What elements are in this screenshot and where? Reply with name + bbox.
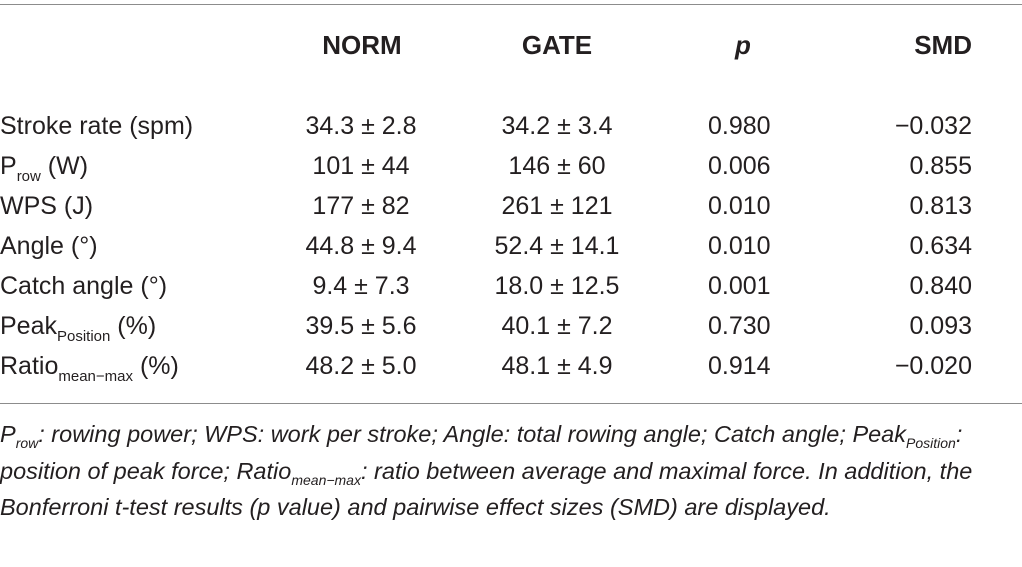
- cell-p: 0.006: [708, 152, 771, 180]
- table-bottom-rule: [0, 403, 1022, 404]
- row-label: Catch angle (°): [0, 272, 168, 300]
- cell-smd: 0.093: [909, 312, 972, 340]
- table-row: Angle (°) 44.8 ± 9.4 52.4 ± 14.1 0.010 0…: [0, 226, 1022, 266]
- cell-norm: 177 ± 82: [312, 192, 410, 220]
- row-label: WPS (J): [0, 192, 94, 220]
- cell-smd: 0.855: [909, 152, 972, 180]
- cell-norm: 101 ± 44: [312, 152, 410, 180]
- column-header-gate: GATE: [521, 30, 593, 60]
- cell-norm: 39.5 ± 5.6: [305, 312, 417, 340]
- cell-smd: −0.020: [894, 352, 972, 380]
- cell-p: 0.914: [708, 352, 771, 380]
- cell-p: 0.010: [708, 232, 771, 260]
- table-row: Catch angle (°) 9.4 ± 7.3 18.0 ± 12.5 0.…: [0, 266, 1022, 306]
- row-label: PeakPosition (%): [0, 306, 156, 346]
- table-row: Prow (W) 101 ± 44 146 ± 60 0.006 0.855: [0, 146, 1022, 186]
- table-top-rule: [0, 4, 1022, 5]
- footnote-term-main: Peak: [852, 421, 907, 447]
- footnote-text: : rowing power; WPS: work per stroke; An…: [38, 421, 853, 447]
- cell-gate: 261 ± 121: [501, 192, 613, 220]
- footnote-term-subscript: Position: [906, 435, 956, 451]
- cell-gate: 34.2 ± 3.4: [501, 112, 613, 140]
- footnote-text: : position of peak force;: [0, 421, 963, 484]
- table-row: WPS (J) 177 ± 82 261 ± 121 0.010 0.813: [0, 186, 1022, 226]
- table-row: Ratiomean−max (%) 48.2 ± 5.0 48.1 ± 4.9 …: [0, 346, 1022, 386]
- row-label-subscript: Position: [56, 328, 111, 345]
- cell-gate: 40.1 ± 7.2: [501, 312, 613, 340]
- cell-gate: 48.1 ± 4.9: [501, 352, 613, 380]
- row-label: Prow (W): [0, 146, 88, 186]
- cell-p: 0.730: [708, 312, 771, 340]
- cell-smd: −0.032: [894, 112, 972, 140]
- footnote-term-subscript: row: [15, 435, 39, 451]
- row-label-main: Peak: [0, 312, 57, 340]
- table-body: Stroke rate (spm) 34.3 ± 2.8 34.2 ± 3.4 …: [0, 106, 1022, 386]
- row-label-subscript: mean−max: [58, 368, 133, 385]
- row-label: Ratiomean−max (%): [0, 346, 179, 386]
- row-label-unit: (%): [133, 352, 179, 380]
- row-label-unit: (%): [110, 312, 157, 340]
- cell-smd: 0.634: [909, 232, 972, 260]
- footnote-term-main: Ratio: [236, 457, 292, 484]
- row-label-main: P: [0, 152, 17, 180]
- column-header-smd: SMD: [914, 30, 972, 60]
- column-header-norm: NORM: [322, 30, 402, 60]
- cell-norm: 34.3 ± 2.8: [305, 112, 417, 140]
- cell-norm: 44.8 ± 9.4: [305, 232, 417, 260]
- table-row: Stroke rate (spm) 34.3 ± 2.8 34.2 ± 3.4 …: [0, 106, 1022, 146]
- cell-p: 0.010: [708, 192, 771, 220]
- cell-p: 0.001: [708, 272, 771, 300]
- cell-smd: 0.813: [909, 192, 972, 220]
- cell-smd: 0.840: [909, 272, 972, 300]
- table-row: PeakPosition (%) 39.5 ± 5.6 40.1 ± 7.2 0…: [0, 306, 1022, 346]
- cell-p: 0.980: [708, 112, 771, 140]
- cell-norm: 48.2 ± 5.0: [305, 352, 417, 380]
- footnote-term-subscript: mean−max: [291, 471, 361, 488]
- row-label-unit: (W): [40, 152, 89, 180]
- footnote-text: : ratio between average and maximal forc…: [0, 457, 973, 521]
- row-label-subscript: row: [16, 168, 41, 185]
- cell-norm: 9.4 ± 7.3: [312, 272, 410, 300]
- row-label: Stroke rate (spm): [0, 112, 194, 140]
- cell-gate: 52.4 ± 14.1: [494, 232, 620, 260]
- table-footnote: Prow: rowing power; WPS: work per stroke…: [0, 416, 1012, 526]
- column-header-p: p: [735, 30, 751, 60]
- cell-gate: 18.0 ± 12.5: [494, 272, 620, 300]
- row-label: Angle (°): [0, 232, 98, 260]
- footnote-term-main: P: [0, 421, 16, 447]
- cell-gate: 146 ± 60: [508, 152, 606, 180]
- row-label-main: Ratio: [0, 352, 59, 380]
